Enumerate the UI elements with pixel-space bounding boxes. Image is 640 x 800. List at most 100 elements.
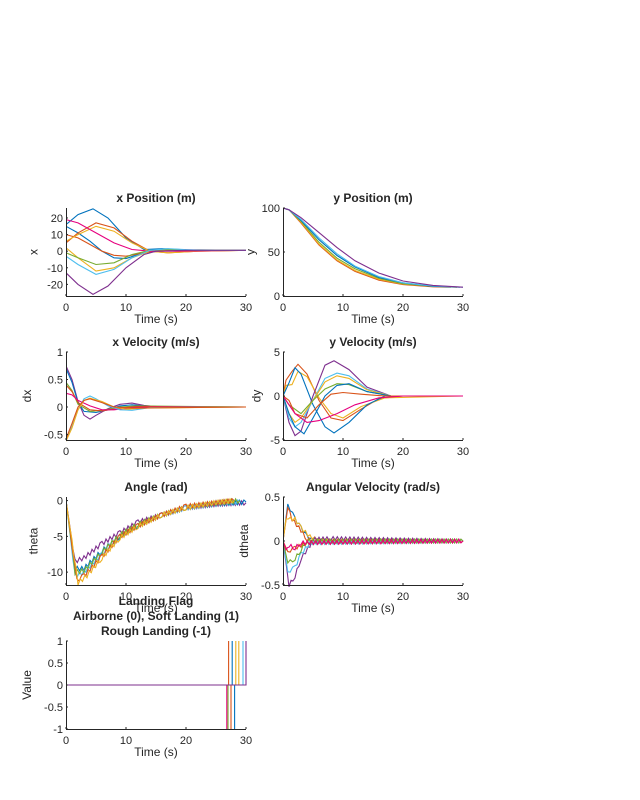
x-tick-label: 30 [240, 591, 252, 603]
series-line-run5 [66, 225, 247, 254]
y-tick-label: 0 [57, 246, 63, 258]
y-tick-label: 0.5 [48, 375, 63, 387]
axes-lines [66, 208, 246, 297]
y-tick-label: 10 [51, 230, 63, 242]
y-tick-label: 50 [268, 247, 280, 259]
y-axis-label: Value [20, 670, 34, 700]
series-line-run6 [66, 497, 235, 586]
series-line-run6 [66, 684, 236, 729]
y-tick-label: -1 [53, 724, 63, 736]
x-tick-label: 30 [240, 735, 252, 747]
x-tick-label: 20 [397, 591, 409, 603]
y-tick-label: -0.5 [44, 430, 63, 442]
series-line-run8 [283, 538, 464, 552]
x-tick-label: 0 [280, 302, 286, 314]
subplot-title: x Velocity (m/s) [112, 335, 199, 349]
series-line-run8 [283, 383, 463, 435]
series-line-run6 [283, 207, 464, 288]
x-tick-label: 0 [280, 591, 286, 603]
x-tick-label: 10 [120, 735, 132, 747]
y-axis-label: dy [250, 390, 264, 403]
x-tick-label: 30 [240, 446, 252, 458]
series-line-run9 [283, 391, 463, 419]
series-group [283, 207, 464, 288]
series-line-run5 [66, 641, 233, 686]
series-line-run1 [66, 684, 228, 729]
y-tick-label: 1 [57, 636, 63, 648]
y-tick-label: 0 [274, 536, 280, 548]
series-line-run4 [66, 497, 241, 577]
x-tick-label: 20 [397, 302, 409, 314]
y-tick-label: 0.5 [265, 492, 280, 504]
y-axis-label: dx [20, 390, 34, 403]
x-tick-label: 30 [457, 591, 469, 603]
y-tick-label: -0.5 [44, 702, 63, 714]
series-line-run10 [66, 641, 247, 686]
x-tick-label: 0 [280, 446, 286, 458]
x-tick-label: 20 [180, 591, 192, 603]
y-tick-label: 0 [274, 391, 280, 403]
x-tick-label: 30 [457, 302, 469, 314]
y-tick-label: -5 [270, 435, 280, 447]
series-line-run3 [283, 366, 463, 434]
series-line-run9 [66, 248, 246, 275]
series-line-run5 [66, 497, 235, 583]
x-axis-label: Time (s) [351, 601, 395, 615]
x-axis-label: Time (s) [134, 312, 178, 326]
subplot-title: Angular Velocity (rad/s) [306, 480, 440, 494]
axes-lines [66, 352, 246, 441]
x-tick-label: 10 [337, 446, 349, 458]
series-line-run7 [66, 397, 247, 442]
series-line-run5 [66, 392, 246, 411]
y-axis-label: y [243, 249, 257, 255]
series-line-run10 [66, 249, 246, 295]
y-tick-label: 100 [262, 203, 280, 215]
y-axis-label: x [26, 249, 40, 255]
y-tick-label: 5 [274, 347, 280, 359]
series-line-run7 [283, 383, 463, 415]
x-tick-label: 10 [120, 591, 132, 603]
x-tick-label: 20 [180, 735, 192, 747]
subplot-angle: 0 10 20 30 -10 -5 0 Time (s) theta Angle (rad) [26, 480, 252, 615]
series-line-run3 [283, 207, 458, 288]
series-line-run1 [66, 499, 247, 564]
series-line-run6 [66, 395, 247, 441]
x-axis-label: Time (s) [134, 745, 178, 759]
subplot-landing: 0 10 20 30 -1 -0.5 0 0.5 1 Time (s) Value Landing F… [20, 594, 252, 759]
series-line-run4 [66, 384, 247, 412]
x-tick-label: 10 [120, 302, 132, 314]
y-tick-label: 0 [274, 291, 280, 303]
y-axis-label: theta [26, 527, 40, 554]
series-line-run4 [283, 360, 463, 437]
series-group [66, 641, 247, 729]
x-tick-label: 30 [457, 446, 469, 458]
series-line-run7 [66, 641, 237, 686]
y-tick-label: 0.5 [48, 658, 63, 670]
axes-lines [66, 497, 246, 586]
y-tick-label: 0 [57, 402, 63, 414]
series-line-run3 [66, 641, 230, 686]
series-line-run10 [283, 395, 463, 423]
subplot-title: Rough Landing (-1) [101, 624, 211, 638]
series-line-run2 [66, 684, 229, 729]
subplot-title: Airborne (0), Soft Landing (1) [73, 609, 239, 623]
x-tick-label: 20 [180, 302, 192, 314]
x-tick-label: 10 [120, 446, 132, 458]
x-tick-label: 20 [180, 446, 192, 458]
series-line-run6 [283, 375, 463, 424]
subplot-title: Angle (rad) [124, 480, 187, 494]
series-group [66, 208, 247, 295]
series-line-run4 [66, 234, 246, 257]
x-tick-label: 0 [63, 446, 69, 458]
subplot-title: y Position (m) [333, 191, 412, 205]
series-line-run5 [283, 207, 464, 288]
series-group [283, 360, 464, 437]
x-axis-label: Time (s) [351, 312, 395, 326]
x-tick-label: 0 [63, 302, 69, 314]
y-tick-label: -20 [47, 279, 63, 291]
y-tick-label: 0 [57, 680, 63, 692]
series-line-run2 [283, 505, 464, 544]
x-tick-label: 10 [337, 302, 349, 314]
